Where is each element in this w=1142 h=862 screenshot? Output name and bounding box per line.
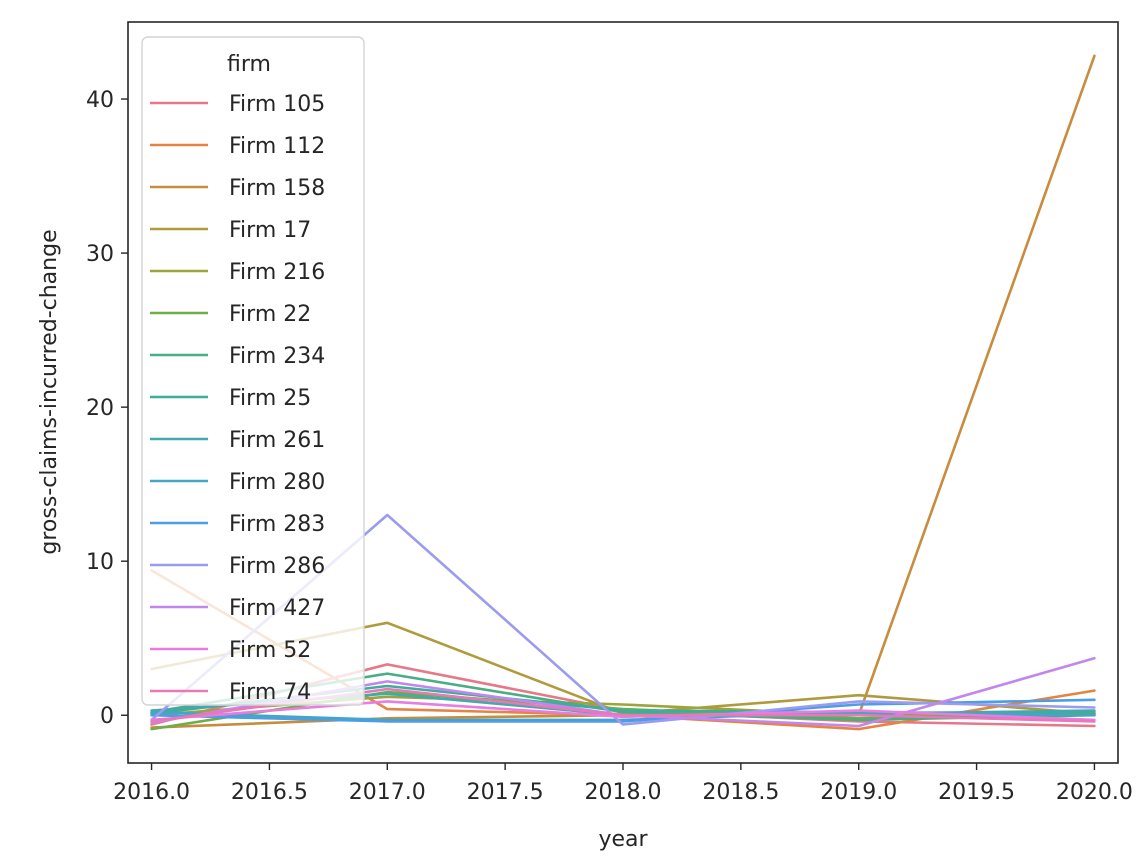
legend-item: Firm 261	[150, 428, 325, 453]
legend-label: Firm 234	[229, 344, 325, 369]
legend-label: Firm 22	[229, 302, 311, 327]
legend-label: Firm 17	[229, 218, 311, 243]
legend-label: Firm 25	[229, 386, 311, 411]
legend-label: Firm 280	[229, 470, 325, 495]
legend-item: Firm 22	[150, 302, 311, 327]
x-tick-label: 2017.5	[467, 780, 544, 805]
legend-item: Firm 283	[150, 512, 325, 537]
legend-label: Firm 112	[229, 134, 325, 159]
x-tick-label: 2016.5	[231, 780, 308, 805]
legend-item: Firm 17	[150, 218, 311, 243]
legend-label: Firm 158	[229, 176, 325, 201]
legend-label: Firm 286	[229, 554, 325, 579]
legend-item: Firm 158	[150, 176, 325, 201]
y-tick-label: 30	[86, 242, 114, 267]
y-tick-label: 10	[86, 550, 114, 575]
legend-item: Firm 25	[150, 386, 311, 411]
legend-item: Firm 74	[150, 680, 311, 705]
legend-item: Firm 427	[150, 596, 325, 621]
legend-label: Firm 283	[229, 512, 325, 537]
legend-item: Firm 112	[150, 134, 325, 159]
legend-item: Firm 280	[150, 470, 325, 495]
y-tick-label: 0	[100, 704, 114, 729]
x-tick-label: 2017.0	[349, 780, 426, 805]
x-tick-label: 2016.0	[113, 780, 190, 805]
legend-items: Firm 105 Firm 112 Firm 158 Firm 17 Firm 216 F…	[150, 92, 325, 705]
legend-label: Firm 74	[229, 680, 311, 705]
y-axis: 0 10 20 30 40	[86, 88, 128, 729]
legend-label: Firm 105	[229, 92, 325, 117]
y-tick-label: 40	[86, 88, 114, 113]
legend-item: Firm 234	[150, 344, 325, 369]
x-tick-label: 2019.5	[938, 780, 1015, 805]
x-axis: 2016.0 2016.5 2017.0 2017.5 2018.0 2018.5 2019…	[113, 763, 1133, 805]
x-axis-title: year	[598, 827, 648, 852]
legend-item: Firm 52	[150, 638, 311, 663]
legend-item: Firm 105	[150, 92, 325, 117]
y-axis-title: gross-claims-incurred-change	[37, 229, 62, 554]
legend-item: Firm 286	[150, 554, 325, 579]
legend-label: Firm 52	[229, 638, 311, 663]
legend-label: Firm 427	[229, 596, 325, 621]
legend-label: Firm 216	[229, 260, 325, 285]
y-tick-label: 20	[86, 396, 114, 421]
legend-label: Firm 261	[229, 428, 325, 453]
x-tick-label: 2020.0	[1056, 780, 1133, 805]
x-tick-label: 2018.0	[585, 780, 662, 805]
x-tick-label: 2018.5	[702, 780, 779, 805]
legend-box	[141, 36, 365, 706]
legend-item: Firm 216	[150, 260, 325, 285]
legend-title: firm	[227, 52, 271, 77]
series-line-firm-52	[150, 700, 1096, 722]
x-tick-label: 2019.0	[820, 780, 897, 805]
